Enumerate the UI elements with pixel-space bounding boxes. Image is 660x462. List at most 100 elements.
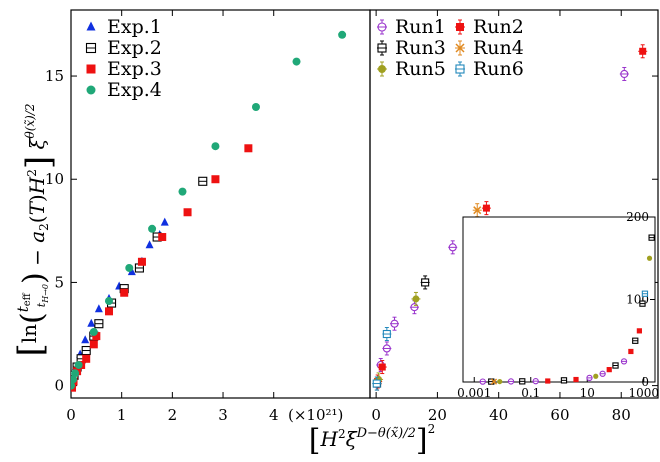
- left-y-tick-label: 10: [45, 170, 64, 188]
- y-axis-label: [ln(teff tH→0) − a2(T)H2] ξθ(x̃)/2: [11, 103, 59, 356]
- left-x-tick-label: 1: [117, 406, 127, 424]
- right-point-run1: [390, 316, 400, 331]
- legend-marker-run2: [455, 19, 465, 35]
- legend-marker-exp2: [85, 42, 97, 54]
- right-axis-ticks: 0 20 40 60 80: [371, 10, 658, 424]
- inset-point-run2: [606, 367, 612, 373]
- left-x-tick-label: 0: [66, 406, 76, 424]
- left-point-exp3: [244, 144, 253, 153]
- legend-label: Run3: [395, 37, 446, 59]
- inset-point-run3: [632, 337, 639, 344]
- left-point-exp3: [158, 233, 167, 242]
- left-point-exp4: [292, 57, 301, 66]
- inset-data-points: [479, 234, 655, 385]
- legend-label: Run6: [473, 58, 524, 80]
- inset-point-run2: [628, 348, 634, 355]
- legend-label: Run2: [473, 16, 524, 38]
- right-plot-frame: [369, 9, 659, 399]
- left-point-exp3: [92, 332, 101, 341]
- legend-marker-exp3: [86, 64, 96, 74]
- right-point-run4: [472, 203, 482, 218]
- left-point-exp4: [71, 381, 75, 390]
- legend-label: Exp.3: [107, 58, 162, 80]
- right-point-run1: [382, 341, 392, 356]
- left-point-exp4: [71, 375, 78, 384]
- inset-x-tick-label: 0.001: [457, 386, 491, 400]
- left-point-exp3: [105, 307, 114, 316]
- inset-point-run3: [612, 362, 619, 369]
- left-x-tick-label: 4: [269, 406, 279, 424]
- left-point-exp1: [94, 304, 103, 313]
- right-point-run1: [619, 66, 629, 81]
- inset-point-run5: [593, 373, 599, 379]
- left-point-exp4: [148, 224, 157, 233]
- inset-point-run3: [560, 377, 568, 384]
- legend-marker-exp4: [86, 85, 96, 95]
- right-legend: Run1 Run2 Run3 Run4 Run5 Run6: [377, 16, 524, 80]
- inset-point-run3: [639, 300, 646, 307]
- inset-point-run1: [586, 374, 593, 382]
- left-point-exp4: [125, 263, 134, 272]
- inset-point-run1: [532, 378, 539, 385]
- right-x-tick-label: 20: [428, 406, 447, 424]
- right-x-tick-label: 40: [489, 406, 508, 424]
- left-axis-ticks: 0 1 2 3 4 0 5 10 15: [45, 10, 279, 424]
- legend-label: Run4: [473, 37, 524, 59]
- x-axis-label: [H2ξD−θ(x̃)/2]2: [309, 422, 435, 458]
- legend-marker-run3: [377, 40, 387, 56]
- right-point-run2: [638, 44, 648, 59]
- right-point-run1: [409, 300, 419, 315]
- inset-y-tick-label: 0: [641, 375, 649, 389]
- legend-label: Run1: [395, 16, 446, 38]
- inset-point-run1: [599, 370, 606, 377]
- right-point-run6: [382, 327, 392, 342]
- legend-marker-exp1: [86, 21, 96, 31]
- inset-x-tick-label: 1000: [628, 386, 659, 400]
- left-point-exp2: [81, 345, 91, 356]
- left-point-exp3: [120, 288, 129, 297]
- left-point-exp3: [82, 354, 91, 363]
- left-point-exp4: [211, 142, 220, 151]
- inset-point-run3: [648, 234, 655, 241]
- left-y-tick-label: 0: [54, 377, 64, 395]
- inset-frame: [462, 216, 656, 383]
- inset-point-run2: [545, 378, 551, 384]
- left-point-exp1: [145, 240, 154, 249]
- left-point-exp1: [87, 318, 96, 327]
- svg-text:[H2ξD−θ(x̃)/2]2: [H2ξD−θ(x̃)/2]2: [309, 422, 435, 458]
- right-data-points: [372, 44, 648, 391]
- inset-y-tick-label: 200: [626, 210, 649, 224]
- left-point-exp1: [81, 335, 90, 344]
- inset-point-run3: [519, 378, 526, 385]
- right-x-tick-label: 80: [612, 406, 631, 424]
- left-x-tick-label: 3: [218, 406, 228, 424]
- right-point-run2: [481, 201, 491, 216]
- right-point-run5: [411, 291, 421, 306]
- left-point-exp4: [105, 297, 114, 305]
- inset-point-run5: [646, 255, 653, 261]
- left-point-exp4: [74, 360, 83, 369]
- inset-point-run1: [507, 378, 515, 385]
- left-point-exp3: [183, 208, 192, 217]
- left-y-tick-label: 5: [54, 273, 64, 291]
- legend-marker-run4: [455, 40, 465, 56]
- inset-point-run1: [620, 358, 628, 365]
- inset-x-tick-label: 0.1: [521, 386, 540, 400]
- legend-label: Run5: [395, 58, 446, 80]
- legend-label: Exp.2: [107, 37, 162, 59]
- right-point-run2: [377, 360, 387, 375]
- legend-marker-run5: [377, 61, 387, 77]
- left-y-tick-label: 15: [45, 67, 64, 85]
- legend-label: Exp.4: [107, 79, 162, 101]
- inset-point-run6: [641, 290, 649, 297]
- right-point-run3: [420, 275, 430, 290]
- inset-point-run1: [479, 378, 486, 385]
- right-point-run6: [372, 376, 382, 391]
- right-point-run1: [448, 240, 458, 255]
- left-point-exp2: [94, 319, 104, 329]
